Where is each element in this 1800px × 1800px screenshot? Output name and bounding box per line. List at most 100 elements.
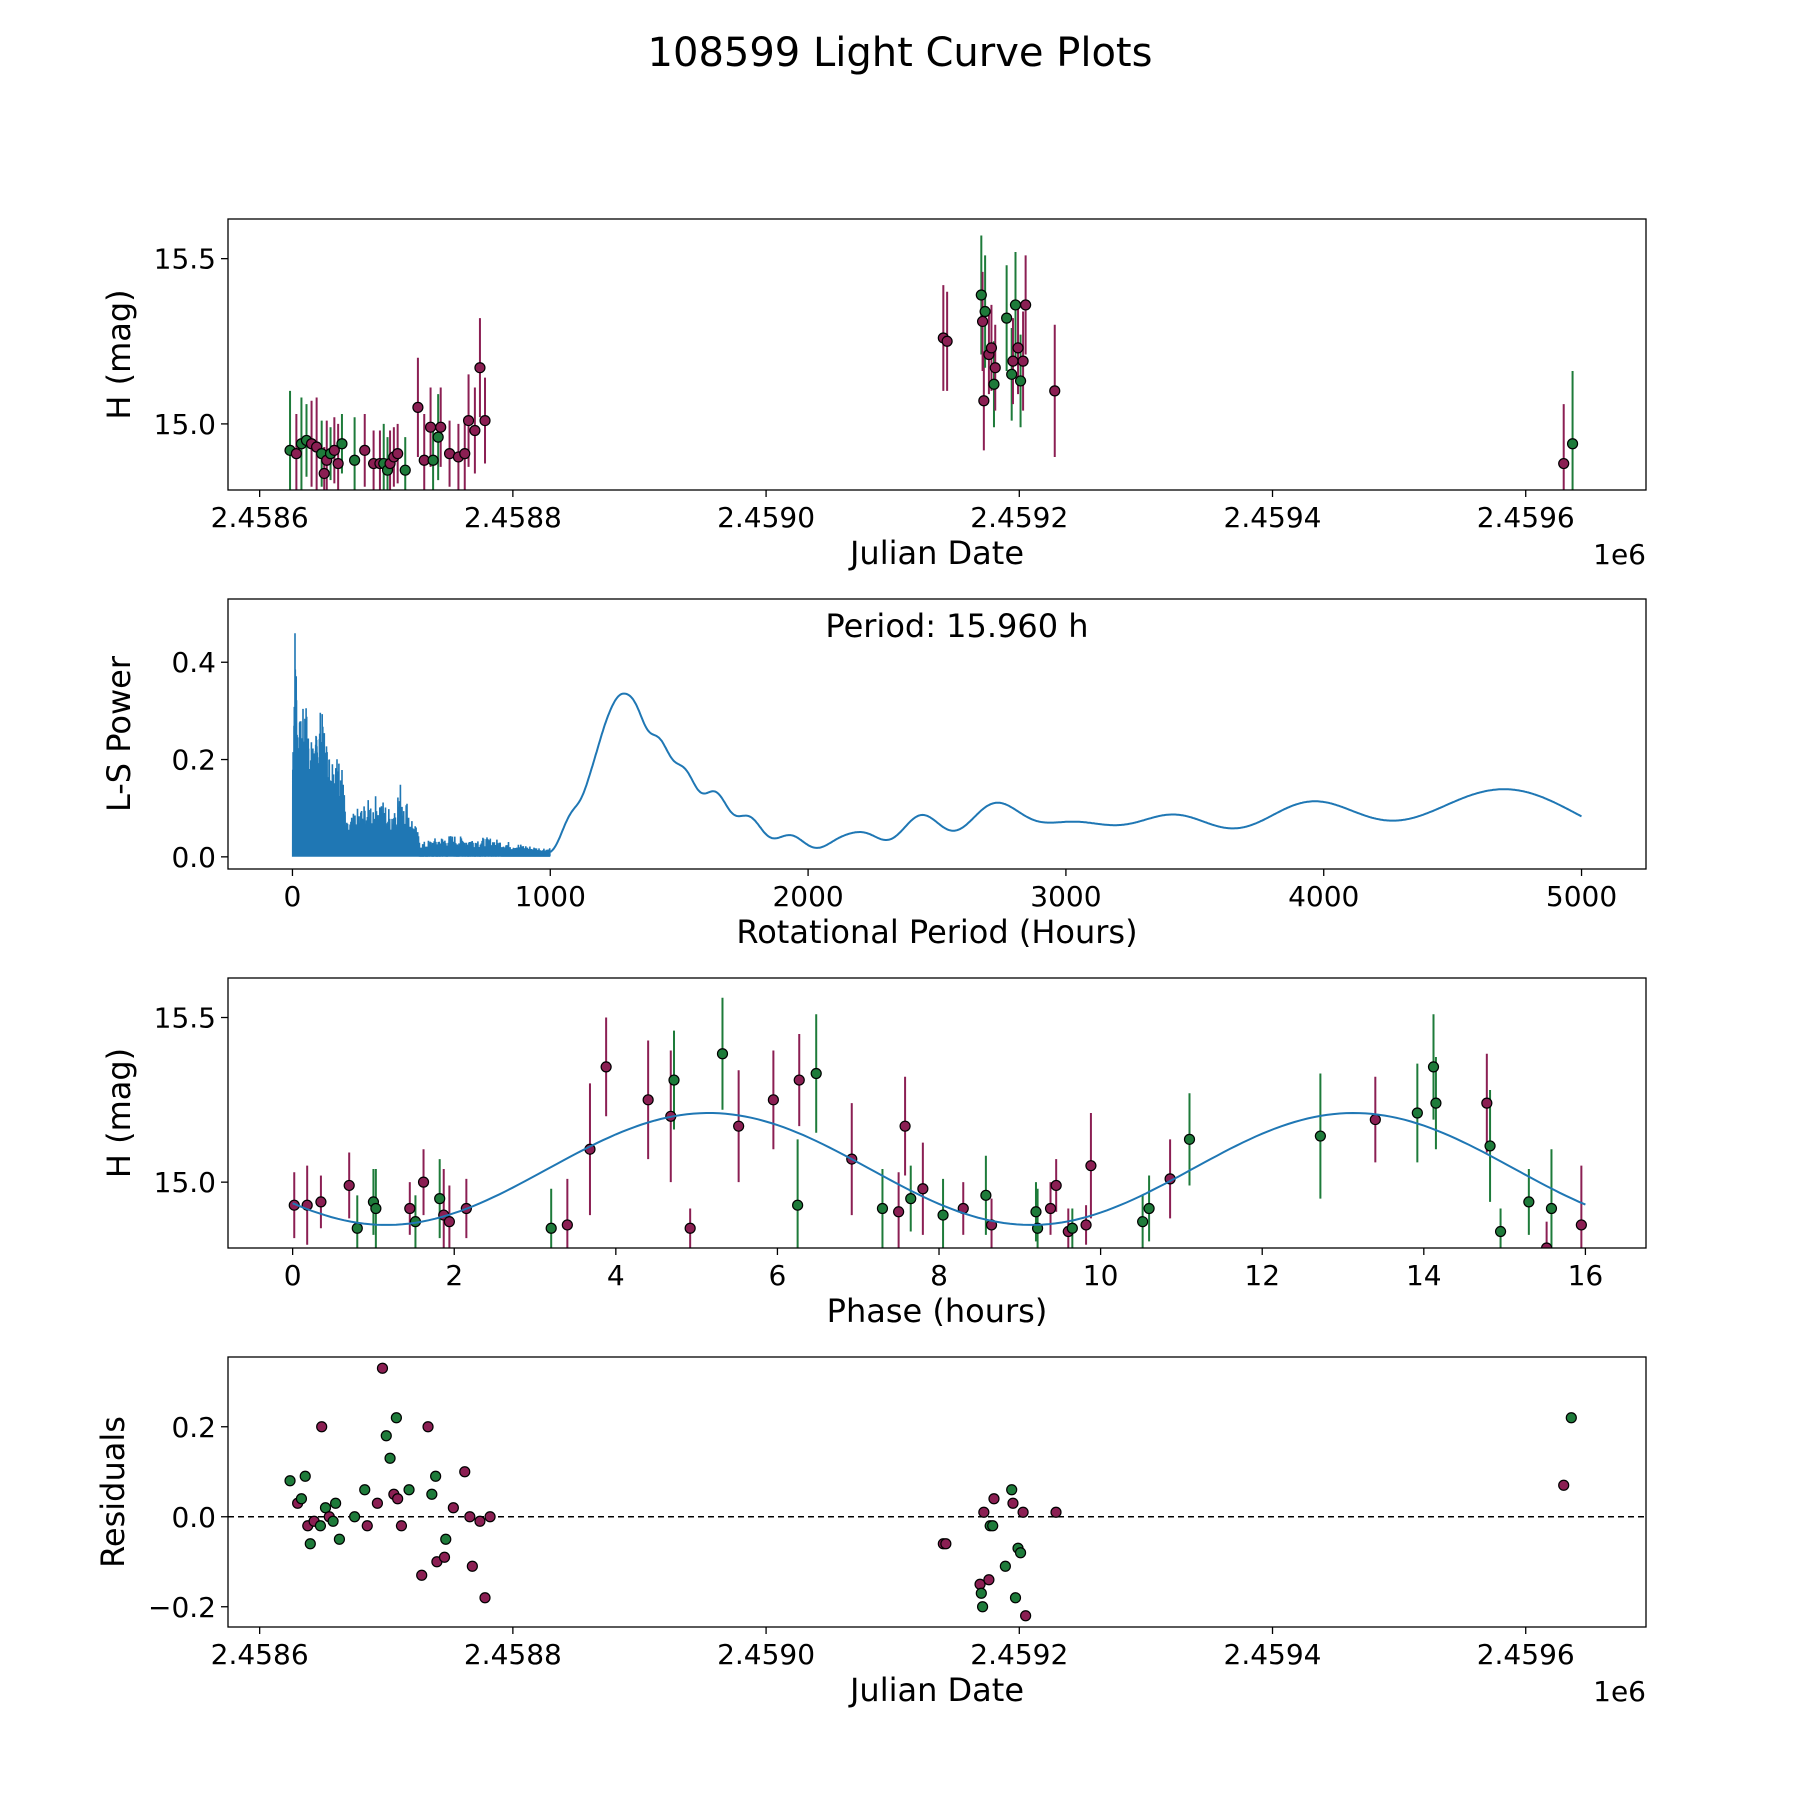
data-point xyxy=(987,1520,999,1532)
data-point xyxy=(1558,1479,1570,1491)
data-point xyxy=(426,1488,438,1500)
data-point xyxy=(1007,355,1019,367)
y-axis-label: Residuals xyxy=(94,1416,132,1568)
data-point xyxy=(422,1421,434,1433)
data-point xyxy=(1558,457,1570,470)
residuals-panel: 2.4586 2.4588 2.4590 2.4592 2.4594 2.4596 −0.2… xyxy=(94,1356,1647,1709)
data-point xyxy=(1411,1107,1423,1119)
data-point xyxy=(412,401,424,413)
data-point xyxy=(1050,1506,1062,1518)
data-point xyxy=(462,414,475,427)
data-point xyxy=(1020,299,1032,311)
data-point xyxy=(1137,1216,1149,1228)
data-point xyxy=(1080,1219,1092,1231)
y-tick-label: 0.0 xyxy=(171,841,216,874)
period-annotation: Period: 15.960 h xyxy=(825,607,1088,645)
data-point xyxy=(361,1520,373,1532)
data-point xyxy=(392,448,404,460)
data-point xyxy=(975,1587,987,1599)
x-tick-label: 2.4596 xyxy=(1477,1638,1575,1671)
data-point xyxy=(343,1179,355,1192)
data-point xyxy=(1494,1225,1507,1238)
data-point xyxy=(416,1569,428,1581)
data-point xyxy=(983,1574,995,1586)
data-point xyxy=(392,1493,404,1505)
data-point xyxy=(1369,1113,1381,1126)
data-point xyxy=(395,1520,408,1532)
data-point xyxy=(733,1120,745,1132)
data-point xyxy=(988,1493,1000,1505)
data-point xyxy=(1020,1610,1032,1622)
data-point xyxy=(810,1067,822,1080)
data-point xyxy=(440,1533,452,1545)
x-tick-label: 12 xyxy=(1244,1259,1280,1292)
plot-area xyxy=(228,1362,1646,1622)
data-point xyxy=(1143,1202,1155,1215)
data-point xyxy=(876,1202,889,1215)
data-point xyxy=(600,1061,612,1073)
data-point xyxy=(976,315,989,328)
data-point xyxy=(424,421,437,433)
data-point xyxy=(1007,1497,1019,1509)
data-point xyxy=(484,1511,496,1523)
data-point xyxy=(434,1193,446,1205)
x-tick-label: 0 xyxy=(284,880,302,913)
data-point xyxy=(999,1560,1011,1572)
data-point xyxy=(1009,1592,1022,1604)
data-point xyxy=(668,1074,680,1086)
data-point xyxy=(989,362,1001,374)
x-axis-label: Julian Date xyxy=(848,1671,1024,1709)
data-point xyxy=(1430,1097,1442,1109)
data-point xyxy=(443,1216,455,1228)
x-offset-label: 1e6 xyxy=(1593,538,1646,571)
y-axis-label: L-S Power xyxy=(100,655,138,812)
data-point xyxy=(899,1120,911,1132)
data-point xyxy=(459,1466,471,1478)
x-tick-label: 2000 xyxy=(772,880,843,913)
data-point xyxy=(545,1222,557,1234)
data-point xyxy=(561,1219,573,1231)
data-point xyxy=(318,467,330,480)
data-points xyxy=(284,1362,1577,1622)
data-point xyxy=(1050,1179,1062,1192)
y-tick-label: 0.2 xyxy=(171,1411,216,1444)
data-point xyxy=(459,448,471,460)
x-tick-label: 2.4588 xyxy=(464,1638,562,1671)
data-point xyxy=(793,1074,805,1086)
x-tick-label: 2.4592 xyxy=(970,501,1068,534)
data-point xyxy=(792,1199,804,1211)
data-point xyxy=(767,1094,779,1106)
x-tick-label: 2.4586 xyxy=(211,1638,309,1671)
data-point xyxy=(376,1362,389,1374)
x-tick-label: 2.4596 xyxy=(1477,501,1575,534)
data-point xyxy=(716,1048,729,1060)
data-point xyxy=(466,1560,478,1572)
x-tick-label: 1000 xyxy=(515,880,586,913)
x-tick-label: 2.4586 xyxy=(211,501,309,534)
data-point xyxy=(905,1193,917,1205)
x-tick-label: 8 xyxy=(930,1259,948,1292)
periodogram-panel: Period: 15.960 h 0 1000 2000 3000 4000 5000 0.0… xyxy=(100,598,1647,951)
y-axis-label: H (mag) xyxy=(100,1048,138,1178)
y-tick-label: 15.0 xyxy=(154,1166,216,1199)
data-point xyxy=(1044,1202,1057,1215)
x-tick-label: 6 xyxy=(769,1259,787,1292)
data-point xyxy=(1484,1140,1496,1152)
periodogram-spikes xyxy=(291,633,551,857)
data-point xyxy=(330,1497,342,1509)
data-point xyxy=(1001,312,1013,324)
data-point xyxy=(359,1484,371,1496)
data-point xyxy=(435,421,447,433)
x-offset-label: 1e6 xyxy=(1593,1675,1646,1708)
error-bars xyxy=(289,235,1574,490)
axes-frame xyxy=(227,218,1647,491)
error-bars xyxy=(293,997,1583,1248)
y-tick-label: 0.2 xyxy=(171,744,216,777)
data-point xyxy=(684,1222,696,1234)
plot-area xyxy=(284,235,1579,490)
plot-area xyxy=(291,633,1582,857)
data-point xyxy=(1014,375,1027,387)
x-tick-label: 16 xyxy=(1568,1259,1604,1292)
data-point xyxy=(988,378,1000,390)
data-point xyxy=(304,1538,316,1550)
